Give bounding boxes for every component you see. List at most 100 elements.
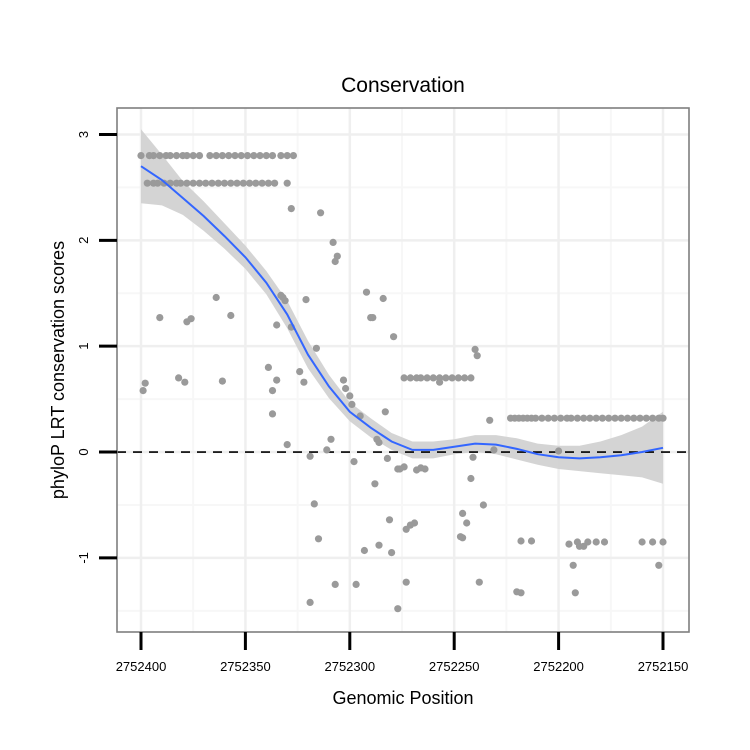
data-point bbox=[175, 374, 183, 382]
data-point bbox=[383, 454, 391, 462]
data-point bbox=[331, 580, 339, 589]
data-point bbox=[212, 293, 220, 302]
data-point bbox=[172, 152, 181, 160]
y-axis: -1 0 1 2 3 bbox=[76, 131, 117, 564]
data-point bbox=[323, 446, 331, 454]
data-point bbox=[362, 288, 371, 296]
data-point bbox=[283, 179, 291, 187]
data-point bbox=[417, 374, 425, 382]
x-axis-title: Genomic Position bbox=[332, 688, 473, 708]
grid-major bbox=[117, 108, 689, 632]
data-point bbox=[250, 152, 258, 160]
data-point bbox=[187, 315, 195, 323]
chart-title: Conservation bbox=[341, 74, 465, 97]
data-point bbox=[410, 519, 419, 527]
data-point bbox=[456, 533, 465, 541]
data-point bbox=[459, 509, 467, 517]
data-point bbox=[573, 414, 582, 422]
data-point bbox=[239, 179, 247, 187]
data-point bbox=[436, 378, 444, 386]
data-point bbox=[400, 374, 408, 382]
data-point bbox=[360, 546, 368, 555]
data-point bbox=[402, 578, 410, 586]
data-point bbox=[339, 376, 348, 384]
data-point bbox=[227, 311, 235, 320]
data-point bbox=[586, 414, 594, 422]
data-point bbox=[225, 152, 233, 160]
data-point bbox=[212, 152, 220, 160]
data-point bbox=[227, 179, 235, 187]
ci-band-layer bbox=[141, 129, 663, 484]
data-point bbox=[206, 152, 214, 160]
data-point bbox=[390, 333, 398, 341]
data-point bbox=[264, 363, 272, 371]
data-point bbox=[375, 541, 383, 549]
data-point bbox=[317, 209, 325, 217]
data-point bbox=[550, 414, 559, 422]
data-point bbox=[302, 296, 310, 304]
data-point bbox=[283, 441, 291, 449]
data-point bbox=[237, 152, 245, 160]
data-point bbox=[348, 400, 356, 408]
y-tick-label: 3 bbox=[76, 131, 91, 138]
data-point bbox=[659, 414, 667, 422]
data-point bbox=[385, 516, 394, 524]
data-point bbox=[218, 152, 226, 160]
data-point bbox=[252, 179, 260, 187]
data-point bbox=[143, 179, 151, 187]
data-point bbox=[623, 414, 632, 422]
data-point bbox=[469, 453, 477, 461]
data-point bbox=[183, 152, 191, 160]
data-point bbox=[490, 446, 498, 454]
data-point bbox=[448, 374, 456, 382]
data-point bbox=[154, 179, 162, 187]
data-point bbox=[605, 414, 613, 422]
data-point bbox=[273, 376, 281, 384]
data-point bbox=[467, 374, 475, 382]
data-point bbox=[243, 152, 252, 160]
data-point bbox=[220, 179, 229, 187]
data-point bbox=[636, 414, 644, 422]
data-point bbox=[630, 414, 638, 422]
data-point bbox=[565, 540, 573, 548]
data-point bbox=[649, 538, 657, 546]
data-point bbox=[567, 414, 575, 422]
data-point bbox=[555, 447, 563, 455]
data-point bbox=[538, 414, 546, 422]
data-point bbox=[381, 408, 389, 416]
data-point bbox=[369, 314, 377, 322]
data-point bbox=[277, 152, 285, 160]
data-point bbox=[517, 589, 525, 597]
data-point bbox=[141, 379, 149, 387]
data-point bbox=[300, 378, 308, 386]
data-point bbox=[429, 374, 437, 382]
data-point bbox=[273, 321, 281, 329]
data-point bbox=[156, 152, 164, 160]
data-point bbox=[281, 297, 289, 305]
data-point bbox=[580, 414, 588, 422]
y-axis-title: phyloP LRT conservation scores bbox=[48, 241, 68, 499]
data-point bbox=[461, 374, 469, 382]
points-layer bbox=[137, 152, 667, 613]
data-point bbox=[557, 414, 565, 422]
data-point bbox=[342, 384, 350, 393]
data-point bbox=[532, 414, 540, 422]
data-point bbox=[183, 179, 191, 187]
data-point bbox=[350, 458, 358, 466]
x-tick-label: 2752250 bbox=[429, 659, 480, 674]
data-point bbox=[333, 252, 341, 260]
data-point bbox=[137, 152, 145, 160]
data-point bbox=[486, 416, 494, 424]
data-point bbox=[463, 519, 471, 527]
x-axis: 2752400 2752350 2752300 2752250 2752200 27521… bbox=[116, 632, 689, 674]
data-point bbox=[287, 205, 295, 213]
data-point bbox=[371, 480, 379, 488]
data-point bbox=[421, 465, 429, 473]
x-tick-label: 2752150 bbox=[638, 659, 689, 674]
data-point bbox=[569, 561, 577, 569]
confidence-band bbox=[141, 129, 663, 484]
data-point bbox=[611, 414, 619, 422]
smooth-layer bbox=[140, 165, 664, 460]
panel-border bbox=[116, 107, 690, 633]
data-point bbox=[195, 152, 204, 160]
